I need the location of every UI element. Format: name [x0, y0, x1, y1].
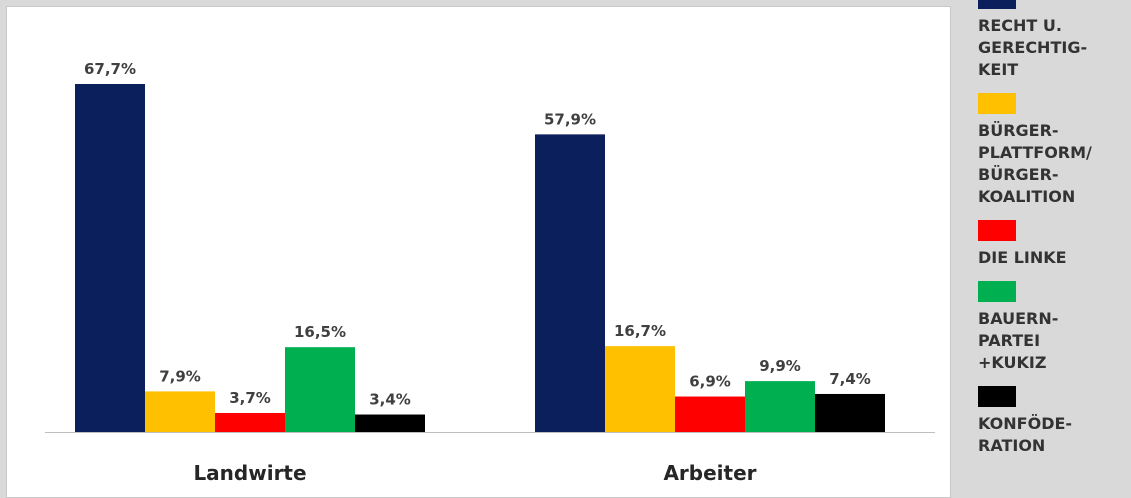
legend-label: KONFÖDE- RATION	[978, 414, 1073, 455]
legend-item: BAUERN- PARTEI +KUKIZ	[978, 281, 1128, 374]
data-label: 3,4%	[369, 391, 411, 409]
legend-item: DIE LINKE	[978, 220, 1128, 269]
category-label: Arbeiter	[663, 461, 756, 485]
legend-item: BÜRGER- PLATTFORM/ BÜRGER- KOALITION	[978, 93, 1128, 208]
data-label: 7,9%	[159, 367, 201, 385]
legend: RECHT U. GERECHTIG- KEIT BÜRGER- PLATTFO…	[978, 0, 1128, 469]
data-label: 16,7%	[614, 322, 666, 340]
bar	[215, 412, 285, 432]
legend-swatch	[978, 93, 1016, 114]
bar-chart: 67,7% 7,9% 3,7% 16,5% 3,4% Landwirte 57,9% 16,7…	[45, 60, 935, 485]
data-label: 57,9%	[544, 110, 596, 128]
bar	[745, 381, 815, 432]
legend-swatch	[978, 386, 1016, 407]
bar	[815, 393, 885, 432]
legend-label: BÜRGER- PLATTFORM/ BÜRGER- KOALITION	[978, 121, 1092, 206]
legend-label: DIE LINKE	[978, 248, 1067, 267]
legend-label: RECHT U. GERECHTIG- KEIT	[978, 16, 1088, 79]
bar	[285, 347, 355, 432]
data-label: 67,7%	[84, 60, 136, 78]
bar	[145, 391, 215, 432]
legend-swatch	[978, 281, 1016, 302]
data-label: 6,9%	[689, 373, 731, 391]
data-label: 16,5%	[294, 323, 346, 341]
bar	[535, 134, 605, 432]
bar	[355, 414, 425, 432]
data-label: 9,9%	[759, 357, 801, 375]
legend-item: KONFÖDE- RATION	[978, 386, 1128, 457]
legend-swatch	[978, 0, 1016, 9]
category-label: Landwirte	[193, 461, 306, 485]
legend-swatch	[978, 220, 1016, 241]
bar	[75, 84, 145, 432]
data-label: 7,4%	[829, 370, 871, 388]
bar	[675, 396, 745, 432]
data-label: 3,7%	[229, 389, 271, 407]
bar	[605, 346, 675, 432]
legend-item: RECHT U. GERECHTIG- KEIT	[978, 0, 1128, 81]
legend-label: BAUERN- PARTEI +KUKIZ	[978, 309, 1059, 372]
